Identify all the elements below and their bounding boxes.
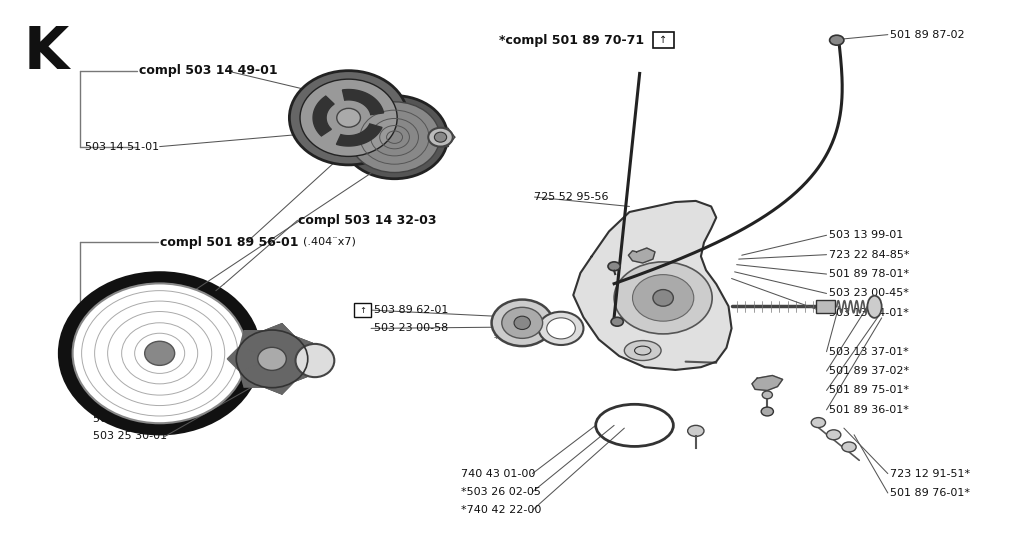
Text: *503 26 02-05: *503 26 02-05 xyxy=(461,487,541,497)
Polygon shape xyxy=(272,336,312,359)
Text: 501 29 33-01: 501 29 33-01 xyxy=(85,305,160,315)
Text: 501 89 76-01*: 501 89 76-01* xyxy=(890,488,970,498)
Bar xyxy=(353,303,371,317)
Bar xyxy=(816,300,835,313)
Polygon shape xyxy=(272,359,312,382)
Text: 501 89 36-01*: 501 89 36-01* xyxy=(828,405,908,415)
Text: 501 59 79-02: 501 59 79-02 xyxy=(93,414,168,424)
Text: ↑: ↑ xyxy=(659,35,668,45)
Ellipse shape xyxy=(547,318,575,339)
Polygon shape xyxy=(313,96,334,136)
Ellipse shape xyxy=(688,426,703,437)
Ellipse shape xyxy=(829,35,844,45)
Ellipse shape xyxy=(653,290,674,306)
Text: 501 89 87-02: 501 89 87-02 xyxy=(890,30,965,40)
Text: compl 503 14 32-03: compl 503 14 32-03 xyxy=(298,214,436,227)
Ellipse shape xyxy=(514,316,530,330)
Ellipse shape xyxy=(539,312,584,345)
Text: 740 43 01-00: 740 43 01-00 xyxy=(461,468,536,478)
Text: *740 42 22-00: *740 42 22-00 xyxy=(461,505,542,515)
Bar xyxy=(653,32,675,48)
Ellipse shape xyxy=(300,79,397,157)
Text: compl 501 89 56-01: compl 501 89 56-01 xyxy=(160,236,298,249)
Ellipse shape xyxy=(867,296,882,318)
Ellipse shape xyxy=(492,300,553,346)
Text: 501 89 75-01*: 501 89 75-01* xyxy=(828,385,908,395)
Text: 503 14 51-01: 503 14 51-01 xyxy=(85,141,160,152)
Ellipse shape xyxy=(761,407,773,416)
Ellipse shape xyxy=(337,109,360,127)
Polygon shape xyxy=(337,124,382,146)
Ellipse shape xyxy=(502,307,543,338)
Ellipse shape xyxy=(633,275,694,321)
Text: 503 13 84-01*: 503 13 84-01* xyxy=(828,308,908,318)
Ellipse shape xyxy=(826,430,841,440)
Polygon shape xyxy=(227,346,272,372)
Ellipse shape xyxy=(614,262,712,334)
Ellipse shape xyxy=(290,71,408,165)
Text: 725 52 95-56: 725 52 95-56 xyxy=(535,192,609,202)
Text: 723 12 91-51*: 723 12 91-51* xyxy=(890,468,970,478)
Text: *compl 501 89 70-71: *compl 501 89 70-71 xyxy=(499,33,644,47)
Text: 503 23 00-58: 503 23 00-58 xyxy=(374,324,449,334)
Text: 503 25 30-01: 503 25 30-01 xyxy=(93,432,167,442)
Polygon shape xyxy=(240,331,272,359)
Ellipse shape xyxy=(811,418,825,428)
Text: 503 23 00-45*: 503 23 00-45* xyxy=(828,289,908,299)
Ellipse shape xyxy=(625,340,662,360)
Text: (.404¨x7): (.404¨x7) xyxy=(303,237,355,247)
Text: *: * xyxy=(494,334,500,344)
Ellipse shape xyxy=(608,262,621,271)
Ellipse shape xyxy=(144,341,175,365)
Ellipse shape xyxy=(59,273,260,434)
Polygon shape xyxy=(342,90,384,115)
Ellipse shape xyxy=(611,317,624,326)
Text: K: K xyxy=(24,23,69,81)
Text: 503 13 99-01: 503 13 99-01 xyxy=(828,230,903,240)
Text: 501 89 37-02*: 501 89 37-02* xyxy=(828,366,908,376)
Text: 503 13 37-01*: 503 13 37-01* xyxy=(828,346,908,356)
Text: 503 89 62-01: 503 89 62-01 xyxy=(374,305,449,315)
Text: 723 22 84-85*: 723 22 84-85* xyxy=(828,250,909,260)
Text: 501 89 78-01*: 501 89 78-01* xyxy=(828,269,908,279)
Text: ↑: ↑ xyxy=(358,306,366,315)
Ellipse shape xyxy=(296,344,334,377)
Polygon shape xyxy=(264,359,294,394)
Ellipse shape xyxy=(842,442,856,452)
Polygon shape xyxy=(629,248,655,263)
Polygon shape xyxy=(752,375,782,390)
Ellipse shape xyxy=(73,284,247,423)
Polygon shape xyxy=(240,359,272,387)
Polygon shape xyxy=(573,201,731,370)
Ellipse shape xyxy=(762,391,772,399)
Ellipse shape xyxy=(434,132,446,142)
Text: compl 503 14 49-01: compl 503 14 49-01 xyxy=(139,64,278,77)
Ellipse shape xyxy=(341,96,447,179)
Ellipse shape xyxy=(349,102,439,173)
Ellipse shape xyxy=(258,348,287,370)
Ellipse shape xyxy=(428,128,453,146)
Polygon shape xyxy=(264,324,294,359)
